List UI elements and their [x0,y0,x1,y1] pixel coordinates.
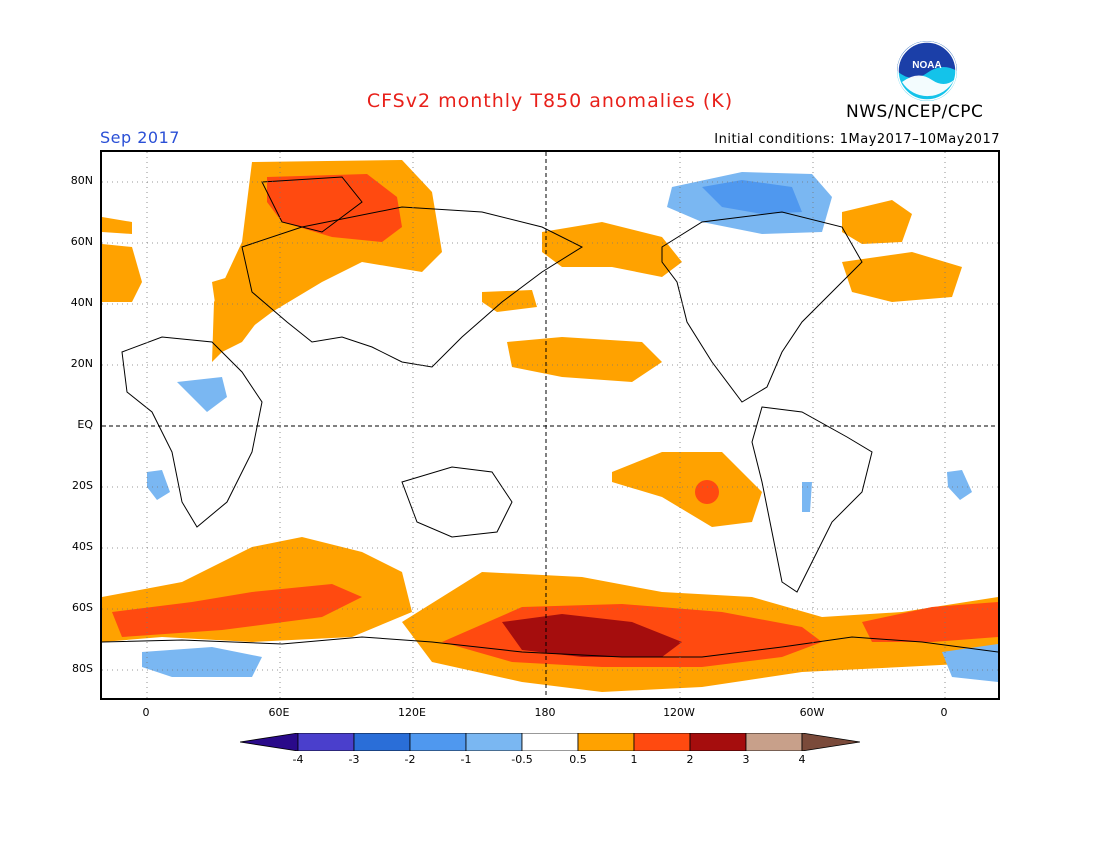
eurasia-outline [241,206,584,368]
australia-outline [401,466,513,538]
colorbar-segment [465,732,523,752]
lat-label: 40N [70,296,93,309]
warm-region-north-pacific-small [482,290,537,312]
north-america-outline [661,211,863,403]
colorbar [239,732,861,752]
cool-region-antarctic-west [142,647,262,677]
agency-label: NWS/NCEP/CPC [846,102,984,122]
strong-warm-spot-south-pacific [695,480,719,504]
lon-label: 120E [398,706,426,719]
lat-label: 20S [72,479,93,492]
cool-region-south-america [802,482,812,512]
greenland-outline [261,176,363,233]
warm-region-west-edge-small [102,217,132,234]
lat-label: 80N [70,174,93,187]
lon-label: 60E [268,706,290,719]
cool-region-west-africa [177,377,227,412]
lon-label: 60W [799,706,825,719]
colorbar-segment [521,732,579,752]
colorbar-label: 4 [798,753,806,766]
africa-outline [121,336,263,528]
warm-region-newfoundland [842,252,962,302]
colorbar-label: -0.5 [511,753,533,766]
very-strong-warm-core-pacific-sector [502,614,682,657]
warm-region-mediterranean [212,267,272,352]
colorbar-label: 1 [630,753,638,766]
cool-region-south-atlantic [147,470,170,500]
lat-label: 60N [70,235,93,248]
colorbar-segment [409,732,467,752]
strong-warm-band-southern-ocean-west [112,584,362,637]
lat-label: 40S [72,540,93,553]
moderate-cool-region-arctic-canada [702,180,802,214]
coastlines [102,176,998,658]
strong-warm-band-atlantic-sector [862,602,998,642]
colorbar-segment [689,732,747,752]
lon-label: 0 [142,706,150,719]
lon-label: 120W [663,706,695,719]
colorbar-label: -1 [460,753,472,766]
colorbar-label: -3 [348,753,360,766]
logo-text: NOAA [912,60,941,71]
lat-label: 60S [72,601,93,614]
cool-region-indian-ocean [947,470,972,500]
colorbar-label: -4 [292,753,304,766]
antarctica-outline [102,636,998,658]
colorbar-segment [633,732,691,752]
colorbar-segment [297,732,355,752]
lat-label: 20N [70,357,93,370]
noaa-logo: NOAA [896,40,958,102]
colorbar-label: 3 [742,753,750,766]
colorbar-label: -2 [404,753,416,766]
map-canvas [102,152,998,698]
anomaly-map [100,150,1000,700]
warm-region-central-pacific [507,337,662,382]
warm-region-north-atlantic-east [842,200,912,244]
colorbar-label: 2 [686,753,694,766]
colorbar-segment [745,732,803,752]
graticule [102,152,998,698]
lon-label: 0 [940,706,948,719]
colorbar-segment [353,732,411,752]
warm-region-south-pacific [612,452,762,527]
south-america-outline [751,406,873,593]
lat-label: EQ [77,418,93,431]
cool-region-antarctic-east [942,644,998,682]
warm-region-alaska [542,222,682,277]
forecast-period: Sep 2017 [100,128,180,147]
strong-warm-region-north-atlantic [267,174,402,242]
colorbar-arrow-right [801,732,861,752]
chart-title: CFSv2 monthly T850 anomalies (K) [366,90,734,112]
colorbar-label: 0.5 [569,753,587,766]
colorbar-arrow-left [239,732,299,752]
colorbar-segment [577,732,635,752]
lat-label: 80S [72,662,93,675]
initial-conditions: Initial conditions: 1May2017–10May2017 [714,132,1000,147]
warm-region-west-edge [102,244,142,302]
lon-label: 180 [534,706,556,719]
